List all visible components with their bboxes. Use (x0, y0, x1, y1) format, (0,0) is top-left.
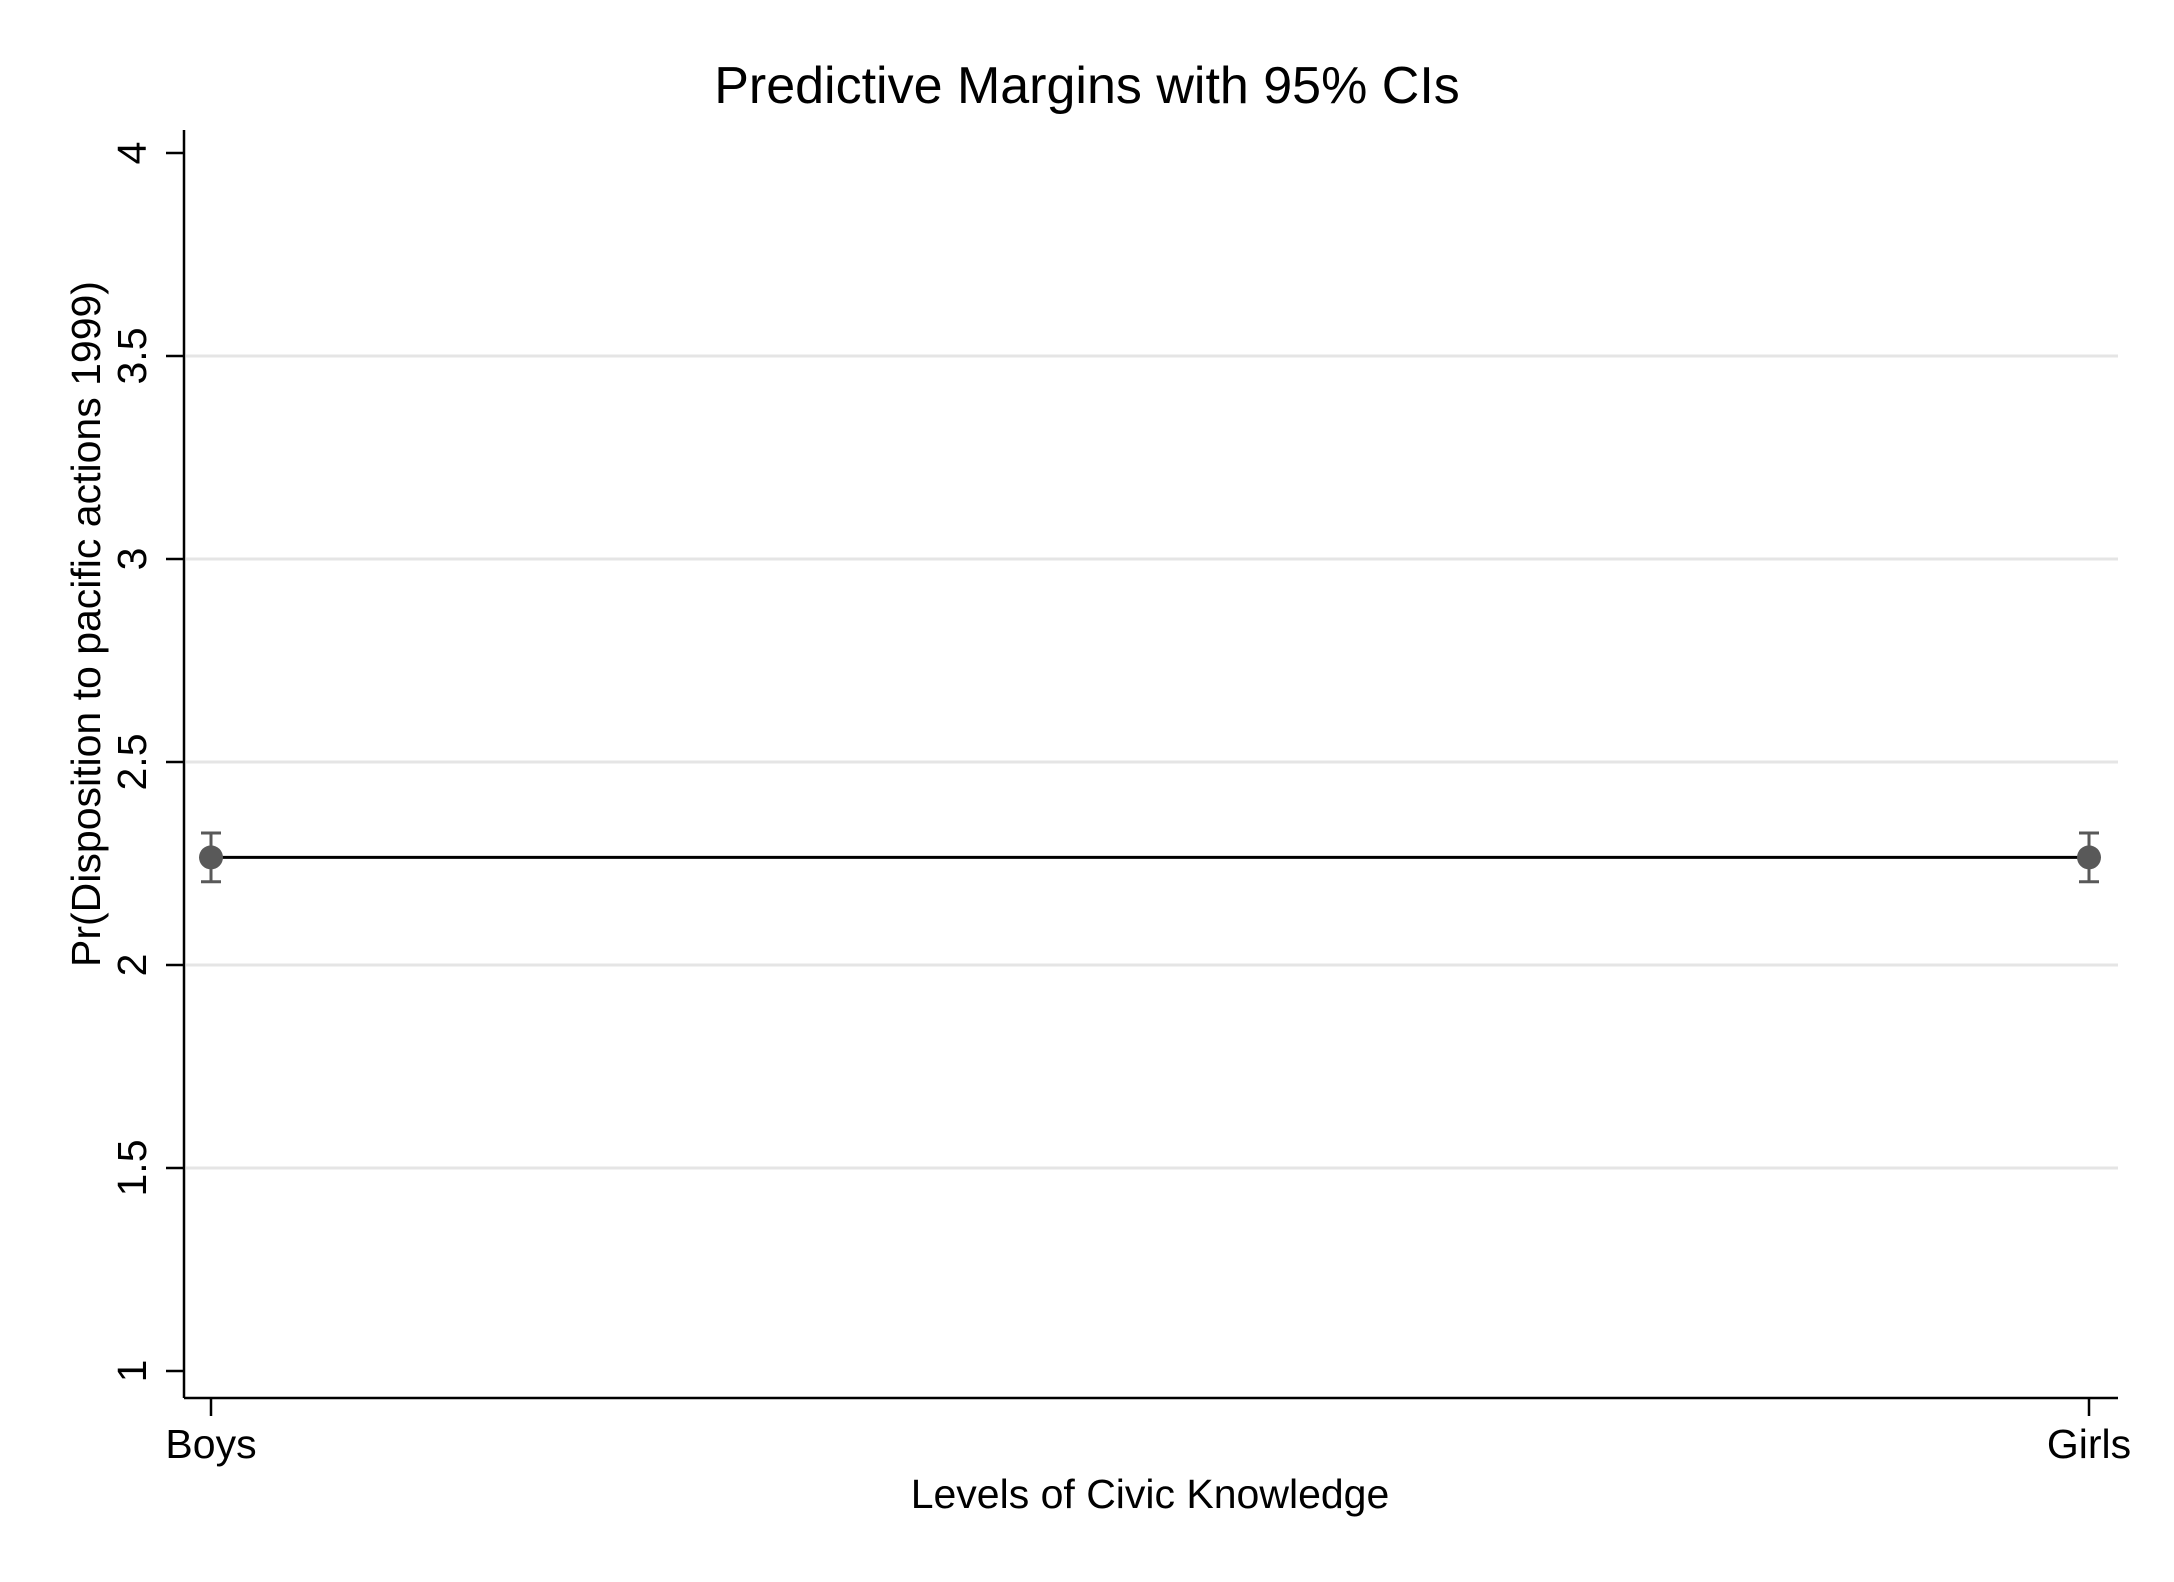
chart-title: Predictive Margins with 95% CIs (714, 57, 1460, 115)
x-tick-label: Girls (2047, 1421, 2131, 1467)
data-point (2077, 845, 2101, 870)
gridlines (186, 354, 2118, 1170)
axes (182, 130, 2118, 1400)
x-axis-label: Levels of Civic Knowledge (911, 1471, 1390, 1517)
x-tick-label: Boys (165, 1421, 256, 1467)
y-tick-label: 3.5 (109, 328, 155, 385)
y-tick-label: 3 (109, 548, 155, 571)
y-tick-label: 1 (109, 1360, 155, 1383)
y-tick-label: 2.5 (109, 734, 155, 791)
data-point (199, 845, 223, 870)
y-tick-label: 1.5 (109, 1140, 155, 1197)
y-ticks: 1 1.5 2 2.5 3 3.5 4 (109, 142, 184, 1383)
y-tick-label: 4 (109, 142, 155, 165)
x-ticks: Boys Girls (165, 1398, 2131, 1467)
y-tick-label: 2 (109, 954, 155, 977)
y-axis-label: Pr(Disposition to pacific actions 1999) (63, 281, 109, 967)
series (199, 831, 2101, 884)
